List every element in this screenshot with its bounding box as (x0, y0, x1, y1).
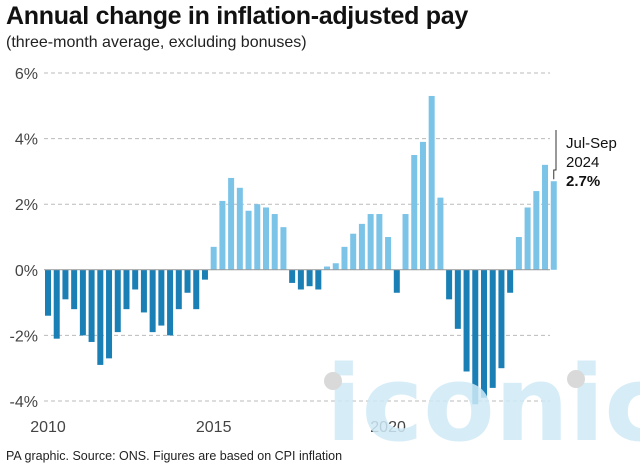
bar (332, 263, 339, 270)
bar (437, 197, 444, 270)
bar (367, 214, 374, 270)
y-tick-label: 0% (15, 263, 38, 280)
bar (542, 164, 549, 270)
annotation-year: 2024 (566, 154, 599, 171)
bar (45, 269, 51, 316)
annotation-leader-line (553, 130, 557, 180)
bar (193, 269, 200, 310)
bar (341, 246, 348, 270)
bar (515, 237, 522, 270)
bar (149, 269, 156, 333)
bar (411, 155, 418, 270)
bar (297, 269, 304, 290)
bar (236, 187, 243, 270)
watermark-dot-left (324, 372, 342, 390)
bar (132, 269, 139, 290)
y-axis-labels: -4% -2% 0% 2% 4% 6% (10, 66, 38, 411)
bar (550, 181, 557, 270)
bar (376, 214, 383, 270)
latest-value-annotation: Jul-Sep 2024 2.7% (553, 130, 617, 190)
bar (402, 214, 409, 270)
y-tick-label: 4% (15, 132, 38, 149)
y-tick-label: 2% (15, 197, 38, 214)
y-tick-label: -2% (10, 328, 38, 345)
bar (454, 269, 461, 329)
bar (140, 269, 147, 313)
bar (228, 177, 235, 270)
bar (472, 269, 479, 405)
x-tick-label: 2020 (370, 419, 406, 436)
bar (350, 233, 357, 270)
bar (158, 269, 165, 326)
bar (201, 269, 208, 280)
bar (324, 266, 331, 270)
bar (498, 269, 505, 369)
bar (263, 207, 269, 270)
bar (507, 269, 514, 293)
bar (254, 204, 261, 270)
bar (53, 269, 60, 339)
bar (533, 191, 540, 270)
bar (289, 269, 296, 283)
x-tick-label: 2015 (196, 419, 232, 436)
bar (489, 269, 496, 388)
bar (62, 269, 69, 300)
bar (167, 269, 174, 336)
x-axis-labels: 2010 2015 2020 (30, 419, 406, 436)
bar (175, 269, 182, 310)
bar (184, 269, 191, 293)
bar (463, 269, 470, 372)
y-tick-label: -4% (10, 394, 38, 411)
annotation-value: 2.7% (566, 173, 600, 190)
bar (419, 141, 426, 270)
bar-chart: -4% -2% 0% 2% 4% 6% 2010 2015 2020 Jul-Sep 2024… (10, 66, 640, 445)
bar (71, 269, 78, 310)
chart-subtitle: (three-month average, excluding bonuses) (6, 34, 307, 51)
bar (271, 214, 278, 270)
bar (306, 269, 313, 287)
bar (385, 237, 392, 270)
bar (88, 269, 95, 342)
bar (315, 269, 322, 290)
watermark-text: iconic (326, 343, 640, 445)
bar (114, 269, 121, 333)
bars (45, 95, 557, 405)
bar (219, 200, 226, 270)
bar (446, 269, 453, 300)
watermark-dot-right (567, 370, 585, 388)
bar (245, 210, 252, 270)
bar (106, 269, 113, 359)
bar (280, 227, 287, 270)
chart-title: Annual change in inflation-adjusted pay (6, 2, 468, 30)
bar (393, 269, 400, 293)
bar (428, 95, 435, 270)
bar (97, 269, 104, 365)
bar (123, 269, 130, 310)
bar (481, 269, 487, 398)
watermark-logo: iconic (324, 343, 640, 445)
bar (79, 269, 86, 336)
source-note: PA graphic. Source: ONS. Figures are bas… (6, 449, 343, 463)
bar (524, 207, 531, 270)
y-tick-label: 6% (15, 66, 38, 83)
bar (358, 223, 365, 270)
annotation-period: Jul-Sep (566, 135, 617, 152)
bar (210, 246, 217, 270)
x-tick-label: 2010 (30, 419, 66, 436)
